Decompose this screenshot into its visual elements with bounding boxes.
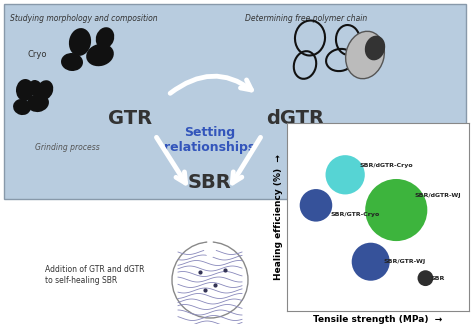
- Point: [367, 259, 374, 264]
- Text: SBR/GTR-WJ: SBR/GTR-WJ: [383, 259, 426, 264]
- Text: Addition of GTR and dGTR
to self-healing SBR: Addition of GTR and dGTR to self-healing…: [45, 265, 145, 285]
- Text: SBR: SBR: [431, 276, 445, 281]
- Text: WJ: WJ: [20, 85, 31, 94]
- Point: [422, 275, 429, 281]
- Text: Grinding process: Grinding process: [35, 144, 100, 153]
- Text: SBR/dGTR-WJ: SBR/dGTR-WJ: [414, 193, 461, 198]
- Ellipse shape: [37, 80, 53, 100]
- Ellipse shape: [365, 36, 385, 60]
- Text: Devulcanization process: Devulcanization process: [302, 144, 395, 153]
- X-axis label: Tensile strength (MPa)  →: Tensile strength (MPa) →: [313, 315, 443, 324]
- Text: SBR/GTR-Cryo: SBR/GTR-Cryo: [330, 212, 380, 217]
- FancyArrowPatch shape: [170, 76, 252, 93]
- Text: Determining free polymer chain: Determining free polymer chain: [245, 14, 367, 23]
- Ellipse shape: [28, 80, 42, 96]
- Ellipse shape: [61, 53, 83, 71]
- Point: [392, 207, 400, 213]
- Text: GTR: GTR: [108, 109, 152, 128]
- Ellipse shape: [16, 79, 34, 101]
- Ellipse shape: [96, 27, 114, 49]
- FancyBboxPatch shape: [4, 4, 466, 199]
- Text: SBR: SBR: [188, 172, 232, 191]
- Point: [312, 203, 320, 208]
- Text: dGTR: dGTR: [266, 109, 324, 128]
- Ellipse shape: [13, 99, 31, 115]
- Text: Setting
relationships: Setting relationships: [164, 126, 255, 154]
- Point: [341, 172, 349, 178]
- Y-axis label: Healing efficiency (%)  →: Healing efficiency (%) →: [273, 154, 283, 280]
- Ellipse shape: [69, 28, 91, 56]
- Circle shape: [172, 242, 248, 318]
- Ellipse shape: [27, 94, 49, 112]
- Ellipse shape: [86, 44, 114, 66]
- Text: SBR/dGTR-Cryo: SBR/dGTR-Cryo: [360, 163, 413, 168]
- Ellipse shape: [346, 31, 384, 79]
- Text: Studying morphology and composition: Studying morphology and composition: [10, 14, 158, 23]
- Text: Cryo: Cryo: [28, 50, 47, 59]
